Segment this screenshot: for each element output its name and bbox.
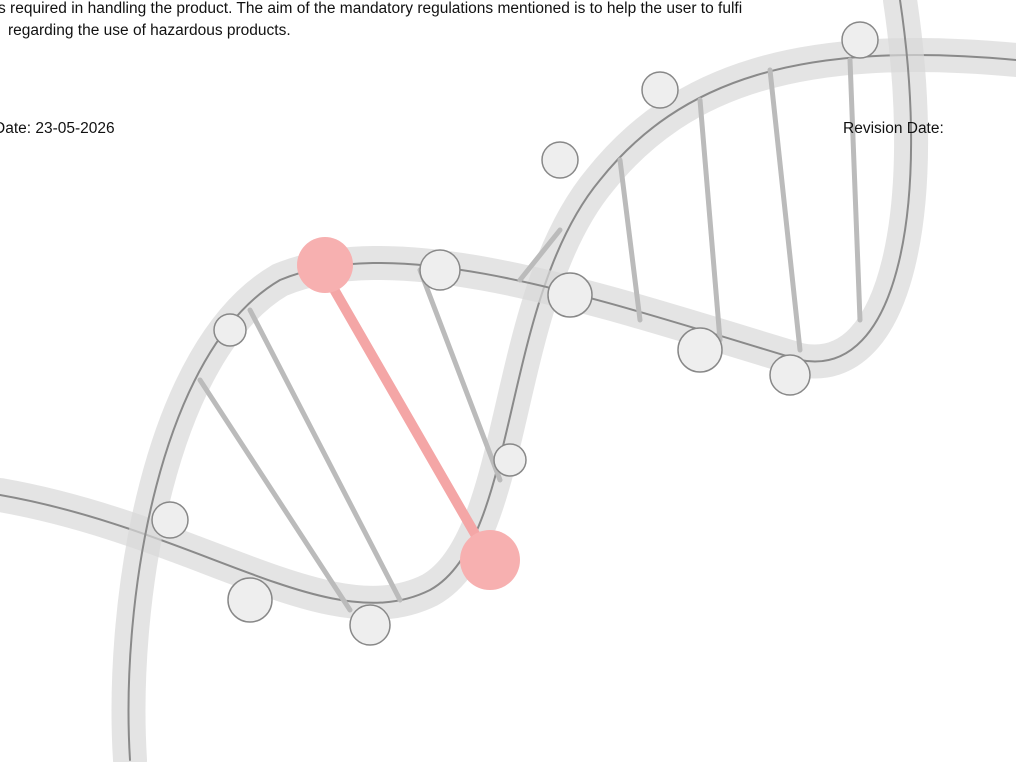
issue-date: Date: 23-05-2026 bbox=[0, 120, 115, 137]
revision-date: Revision Date: bbox=[843, 120, 944, 137]
body-line: s required in handling the product. The … bbox=[0, 0, 743, 17]
body-line: regarding the use of hazardous products. bbox=[8, 22, 291, 39]
